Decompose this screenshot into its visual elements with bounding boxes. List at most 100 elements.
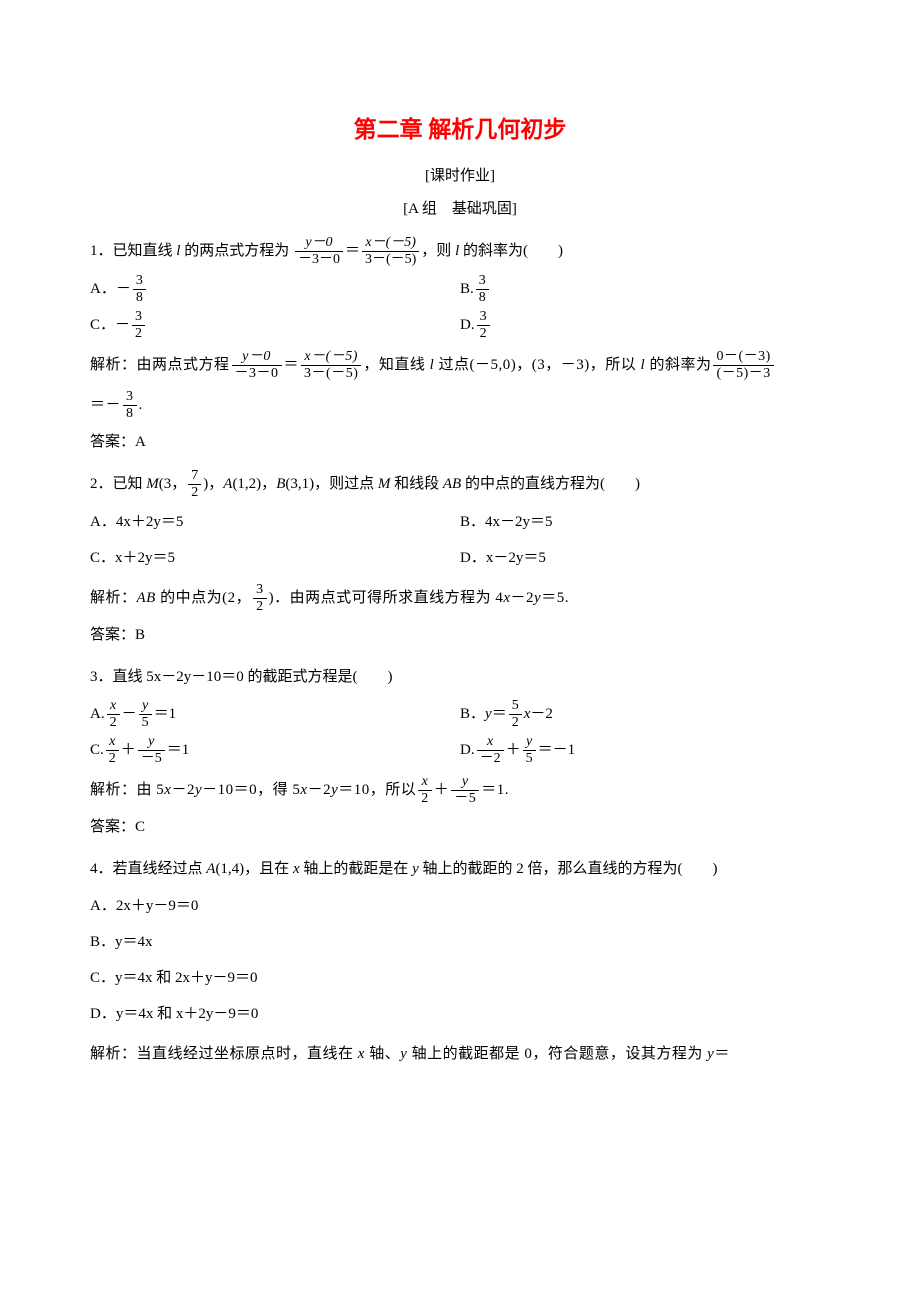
fraction: 38 <box>476 274 489 305</box>
num: 3 <box>133 274 146 290</box>
text: D. <box>460 317 475 333</box>
num: 3 <box>132 310 145 326</box>
fraction: 72 <box>188 469 201 500</box>
num: x－(－5) <box>301 350 361 366</box>
question-1: 1．已知直线 l 的两点式方程为 y－0－3－0＝x－(－5)3－(－5)，则 … <box>90 236 830 457</box>
den: －3－0 <box>232 366 282 381</box>
text: ＝ <box>714 1046 730 1062</box>
den: 2 <box>106 751 119 766</box>
text: (3,1)，则过点 <box>285 476 378 492</box>
q4-solution: 解析：当直线经过坐标原点时，直线在 x 轴、y 轴上的截距都是 0，符合题意，设… <box>90 1036 830 1072</box>
fraction: x－2 <box>477 735 504 766</box>
num: 5 <box>509 699 522 715</box>
text: ＝1 <box>167 742 190 758</box>
q2-solution: 解析：AB 的中点为(2，32)．由两点式可得所求直线方程为 4x－2y＝5. <box>90 580 830 616</box>
den: 2 <box>132 326 145 341</box>
text: 和线段 <box>390 476 443 492</box>
q1-solution: 解析：由两点式方程y－0－3－0＝x－(－5)3－(－5)，知直线 l 过点(－… <box>90 347 830 383</box>
fraction: x－(－5)3－(－5) <box>301 350 361 381</box>
var-y: y <box>412 861 419 877</box>
option-c: C．y＝4x 和 2x＋y－9＝0 <box>90 960 830 996</box>
fraction: x2 <box>106 735 119 766</box>
text: ，则 <box>421 243 455 259</box>
den: 2 <box>477 326 490 341</box>
text: －2 <box>530 706 553 722</box>
fraction: y－0－3－0 <box>295 236 343 267</box>
den: 2 <box>253 599 267 614</box>
text: B． <box>460 706 485 722</box>
question-2: 2．已知 M(3，72)，A(1,2)，B(3,1)，则过点 M 和线段 AB … <box>90 469 830 650</box>
den: 5 <box>139 715 152 730</box>
q3-answer: 答案：C <box>90 812 830 842</box>
text: ＝1 <box>154 706 177 722</box>
option-b: B．y＝52x－2 <box>460 696 830 732</box>
q2-answer: 答案：B <box>90 620 830 650</box>
fraction: 32 <box>253 583 267 614</box>
num: y－0 <box>295 236 343 252</box>
text: D. <box>460 742 475 758</box>
text: 解析：当直线经过坐标原点时，直线在 <box>90 1046 358 1062</box>
den: 8 <box>476 290 489 305</box>
q2-stem: 2．已知 M(3，72)，A(1,2)，B(3,1)，则过点 M 和线段 AB … <box>90 469 830 500</box>
text: (3， <box>159 476 187 492</box>
text: 轴、 <box>365 1046 400 1062</box>
q3-stem: 3．直线 5x－2y－10＝0 的截距式方程是( ) <box>90 662 830 692</box>
text: 的两点式方程为 <box>180 243 289 259</box>
text: 2．已知 <box>90 476 146 492</box>
num: x <box>477 735 504 751</box>
text: ＋ <box>434 782 450 798</box>
fraction: x2 <box>418 775 432 806</box>
num: 3 <box>253 583 267 599</box>
fraction: 52 <box>509 699 522 730</box>
option-d: D．x－2y＝5 <box>460 540 830 576</box>
q4-options: A．2x＋y－9＝0 B．y＝4x C．y＝4x 和 2x＋y－9＝0 D．y＝… <box>90 888 830 1032</box>
text: 的中点的直线方程为( ) <box>461 476 640 492</box>
fraction: x2 <box>107 699 120 730</box>
num: y <box>451 775 479 791</box>
text: C．－ <box>90 317 130 333</box>
text: D．x－2y＝5 <box>460 550 546 566</box>
text: C．x＋2y＝5 <box>90 550 175 566</box>
var-x: x <box>293 861 300 877</box>
q1-solution-2: ＝－38. <box>90 387 830 423</box>
option-a: A．2x＋y－9＝0 <box>90 888 830 924</box>
text: C. <box>90 742 104 758</box>
den: －5 <box>451 791 479 806</box>
num: x <box>107 699 120 715</box>
den: －5 <box>138 751 165 766</box>
q1-answer: 答案：A <box>90 427 830 457</box>
q3-options: A.x2－y5＝1 B．y＝52x－2 C.x2＋y－5＝1 D.x－2＋y5＝… <box>90 696 830 768</box>
den: 2 <box>509 715 522 730</box>
num: 3 <box>477 310 490 326</box>
text: －10＝0，得 5 <box>202 782 300 798</box>
fraction: y5 <box>523 735 536 766</box>
den: 8 <box>133 290 146 305</box>
text: －2 <box>171 782 195 798</box>
text: ＝－ <box>90 397 121 413</box>
var-x: x <box>358 1046 365 1062</box>
num: 0－(－3) <box>713 350 773 366</box>
den: 3－(－5) <box>362 252 419 267</box>
den: 5 <box>523 751 536 766</box>
question-3: 3．直线 5x－2y－10＝0 的截距式方程是( ) A.x2－y5＝1 B．y… <box>90 662 830 842</box>
text: )．由两点式可得所求直线方程为 4 <box>269 590 504 606</box>
fraction: y－5 <box>138 735 165 766</box>
var-M: M <box>378 476 391 492</box>
text: 的斜率为 <box>645 357 711 373</box>
var-y: y <box>485 706 492 722</box>
option-c: C．x＋2y＝5 <box>90 540 460 576</box>
den: (－5)－3 <box>713 366 773 381</box>
q3-solution: 解析：由 5x－2y－10＝0，得 5x－2y＝10，所以x2＋y－5＝1. <box>90 772 830 808</box>
den: 3－(－5) <box>301 366 361 381</box>
text: ＝10，所以 <box>338 782 416 798</box>
option-a: A．4x＋2y＝5 <box>90 504 460 540</box>
text: ＝1. <box>481 782 509 798</box>
text: －2 <box>308 782 332 798</box>
q2-options: A．4x＋2y＝5 B．4x－2y＝5 C．x＋2y＝5 D．x－2y＝5 <box>90 504 830 576</box>
option-c: C.x2＋y－5＝1 <box>90 732 460 768</box>
text: －2 <box>511 590 535 606</box>
text: 解析： <box>90 590 137 606</box>
num: 3 <box>476 274 489 290</box>
fraction: y－5 <box>451 775 479 806</box>
fraction: 32 <box>132 310 145 341</box>
